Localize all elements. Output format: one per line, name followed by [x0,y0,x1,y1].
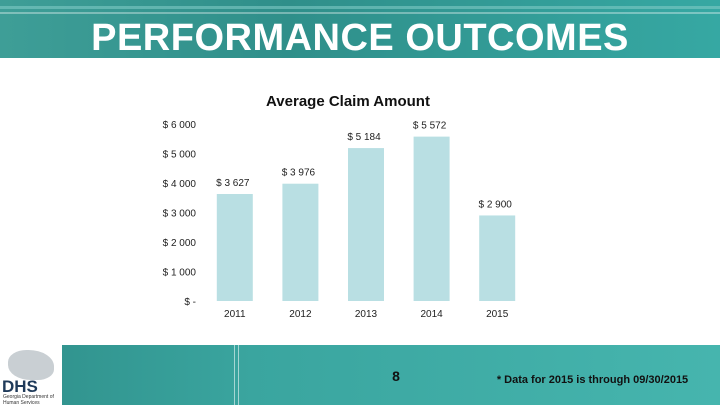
bar-2015 [479,215,516,301]
footnote: * Data for 2015 is through 09/30/2015 [496,374,689,386]
y-axis: $ - $ 1 000 $ 2 000 $ 3 000 $ 4 000 $ 5 000 $ … [163,120,197,308]
x-axis: 2011 2012 2013 2014 2015 [224,309,509,320]
y-tick-label: $ 1 000 [163,268,197,279]
footer-divider [234,345,235,405]
data-label: $ 3 627 [216,178,250,189]
y-tick-label: $ 3 000 [163,209,197,220]
bar-chart: Average Claim Amount $ -$ 1 000$ 2 000$ … [163,93,516,320]
footer-divider [238,345,239,405]
header-stripe [0,6,720,9]
georgia-map-icon [8,350,54,380]
data-label: $ 3 976 [282,168,316,179]
data-label: $ 5 572 [413,121,447,132]
data-label: $ 2 900 [479,199,513,210]
slide-title: PERFORMANCE OUTCOMES [91,17,629,59]
x-tick-label: 2013 [355,309,378,320]
dhs-logo-subtext: Georgia Department of Human Services [3,394,54,406]
chart-title: Average Claim Amount [266,93,430,110]
page-number: 8 [392,368,400,384]
data-label: $ 5 184 [347,132,381,143]
header-band [0,0,720,58]
y-tick-label: $ 2 000 [163,238,197,249]
x-tick-label: 2014 [420,309,443,320]
x-tick-label: 2011 [224,309,246,320]
y-tick-label: $ 4 000 [163,179,197,190]
y-tick-label: $ 5 000 [163,150,197,161]
y-tick-label: $ 6 000 [163,120,197,131]
bar-2011 [216,194,253,301]
footer-band [0,345,720,405]
y-tick-label: $ - [184,297,196,308]
bar-2014 [413,136,450,301]
dhs-logo: DHS [2,377,38,396]
bar-2012 [282,183,319,301]
bar-2013 [348,148,384,301]
header-stripe-light [0,12,720,14]
bars-group: $ 3 627 $ 3 976 $ 5 184 $ 5 572 $ 2 900 [216,121,516,301]
x-tick-label: 2012 [289,309,312,320]
x-tick-label: 2015 [486,309,509,320]
